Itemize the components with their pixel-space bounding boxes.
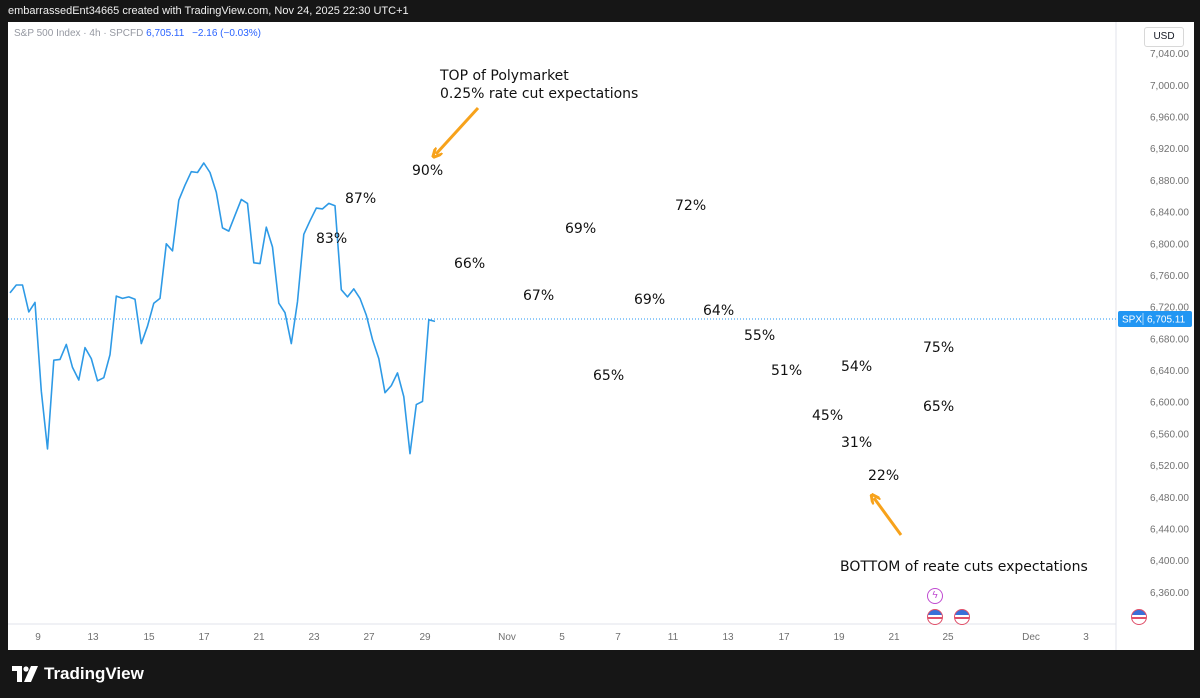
y-tick-label: 6,800.00 [1150, 239, 1189, 250]
y-tick-label: 6,480.00 [1150, 493, 1189, 504]
x-tick-label: Dec [1022, 632, 1040, 643]
y-tick-label: 6,680.00 [1150, 334, 1189, 345]
symbol-legend: S&P 500 Index · 4h · SPCFD 6,705.11 −2.1… [14, 28, 261, 39]
pct-label: 64% [703, 303, 735, 319]
legend-price: 6,705.11 [146, 28, 185, 39]
pct-label: 31% [841, 435, 873, 451]
top-arrow [436, 106, 480, 154]
bottom-annotation: BOTTOM of reate cuts expectations [840, 559, 1088, 575]
pct-label: 75% [923, 340, 955, 356]
y-tick-label: 6,920.00 [1150, 144, 1189, 155]
x-tick-label: 17 [778, 632, 790, 643]
bottom-arrow [874, 498, 903, 536]
y-tick-label: 6,440.00 [1150, 524, 1189, 535]
attribution-bar: embarrassedEnt34665 created with Trading… [0, 0, 1200, 22]
pct-label: 72% [675, 198, 707, 214]
pct-label: 55% [744, 328, 776, 344]
price-tag-symbol: SPX [1122, 314, 1142, 325]
y-tick-label: 6,720.00 [1150, 303, 1189, 314]
pct-label: 67% [523, 288, 555, 304]
chart-panel[interactable]: 7,040.00 7,000.00 6,960.00 6,920.00 6,880.00… [8, 22, 1194, 650]
x-tick-label: 21 [888, 632, 900, 643]
price-tag: SPX 6,705.11 [1118, 310, 1192, 327]
y-tick-label: 6,840.00 [1150, 208, 1189, 219]
pct-label: 45% [812, 408, 844, 424]
price-chart[interactable]: 7,040.00 7,000.00 6,960.00 6,920.00 6,880.00… [8, 22, 1194, 650]
y-tick-label: 6,760.00 [1150, 271, 1189, 282]
top-annotation-line2: 0.25% rate cut expectations [440, 86, 639, 102]
x-tick-label: 29 [419, 632, 431, 643]
y-tick-label: 7,000.00 [1150, 81, 1189, 92]
axes: 7,040.00 7,000.00 6,960.00 6,920.00 6,880.00… [8, 22, 1192, 650]
x-tick-label: Nov [498, 632, 516, 643]
x-tick-label: 7 [615, 632, 621, 643]
y-tick-label: 6,640.00 [1150, 366, 1189, 377]
pct-label: 65% [593, 368, 625, 384]
us-flag-event-icon[interactable] [1131, 609, 1147, 625]
pct-label: 51% [771, 363, 803, 379]
y-tick-label: 6,880.00 [1150, 176, 1189, 187]
price-line [9, 162, 436, 455]
price-tag-background [1118, 310, 1192, 327]
pct-label: 65% [923, 399, 955, 415]
x-tick-label: 13 [87, 632, 99, 643]
y-tick-label: 6,520.00 [1150, 461, 1189, 472]
symbol-name: S&P 500 Index · 4h · SPCFD [14, 28, 144, 39]
x-tick-label: 15 [143, 632, 155, 643]
y-tick-label: 6,400.00 [1150, 556, 1189, 567]
top-annotation-line1: TOP of Polymarket [440, 68, 569, 84]
x-tick-label: 19 [833, 632, 845, 643]
y-tick-label: 6,960.00 [1150, 113, 1189, 124]
x-tick-label: 21 [253, 632, 265, 643]
pct-label: 22% [868, 468, 900, 484]
pct-label: 83% [316, 231, 348, 247]
x-tick-label: 27 [363, 632, 375, 643]
y-tick-label: 6,560.00 [1150, 429, 1189, 440]
pct-label: 90% [412, 163, 444, 179]
pct-label: 69% [634, 292, 666, 308]
y-tick-label: 6,600.00 [1150, 398, 1189, 409]
brand-name: TradingView [44, 664, 144, 683]
y-tick-label: 6,360.00 [1150, 588, 1189, 599]
x-tick-label: 11 [668, 632, 679, 643]
legend-change: −2.16 (−0.03%) [192, 28, 262, 39]
attribution-text: embarrassedEnt34665 created with Trading… [8, 5, 409, 17]
us-flag-event-icon[interactable] [954, 609, 970, 625]
x-tick-label: 5 [559, 632, 565, 643]
price-tag-value: 6,705.11 [1147, 314, 1186, 325]
currency-button[interactable]: USD [1144, 27, 1184, 47]
x-tick-label: 25 [942, 632, 954, 643]
pct-label: 66% [454, 256, 486, 272]
price-series [8, 162, 1116, 455]
footer-bar: TradingView [0, 650, 1200, 698]
y-tick-label: 7,040.00 [1150, 49, 1189, 60]
tradingview-logo-icon [12, 666, 38, 682]
pct-label: 87% [345, 191, 377, 207]
x-tick-label: 3 [1083, 632, 1089, 643]
pct-label: 54% [841, 359, 873, 375]
pct-label: 69% [565, 221, 597, 237]
x-tick-label: 9 [35, 632, 41, 643]
lightning-event-icon[interactable]: ϟ [927, 588, 943, 604]
x-tick-label: 13 [722, 632, 734, 643]
x-tick-label: 23 [308, 632, 320, 643]
x-tick-label: 17 [198, 632, 210, 643]
us-flag-event-icon[interactable] [927, 609, 943, 625]
tradingview-logo[interactable]: TradingView [12, 663, 144, 685]
